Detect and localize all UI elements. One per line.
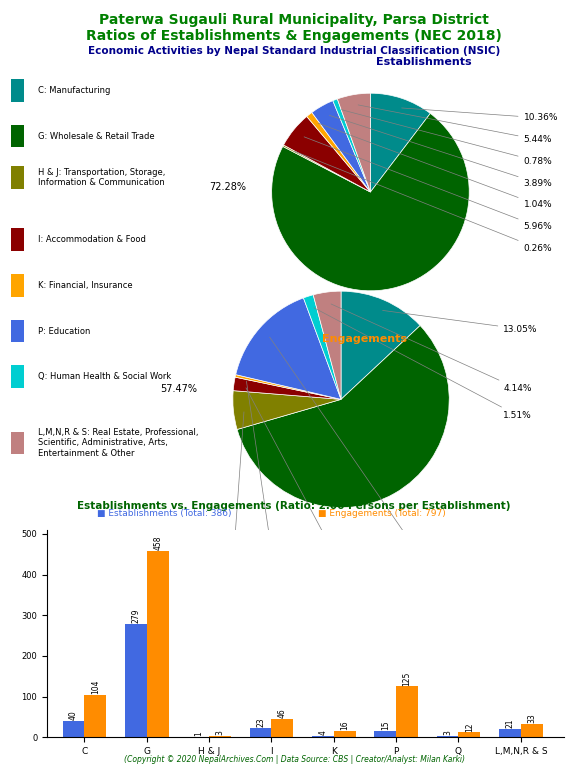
Text: ■ Establishments (Total: 386): ■ Establishments (Total: 386): [98, 509, 232, 518]
Text: 0.38%: 0.38%: [246, 381, 285, 550]
Text: 5.44%: 5.44%: [358, 105, 552, 144]
Text: 3: 3: [443, 730, 452, 735]
Text: 23: 23: [256, 717, 265, 727]
Bar: [521, 724, 543, 737]
Bar: [272, 719, 293, 737]
Bar: [250, 728, 272, 737]
Bar: [11, 319, 25, 343]
Text: ■ Engagements (Total: 797): ■ Engagements (Total: 797): [318, 509, 446, 518]
Bar: [437, 736, 459, 737]
Bar: [396, 687, 418, 737]
Text: L,M,N,R & S: Real Estate, Professional,
Scientific, Administrative, Arts,
Entert: L,M,N,R & S: Real Estate, Professional, …: [38, 428, 199, 458]
Text: 10.36%: 10.36%: [402, 108, 558, 122]
Bar: [63, 721, 85, 737]
Text: 46: 46: [278, 708, 287, 718]
Text: 40: 40: [69, 710, 78, 720]
Wedge shape: [283, 145, 370, 192]
Text: 104: 104: [91, 680, 100, 694]
Bar: [312, 736, 334, 737]
Text: 57.47%: 57.47%: [161, 383, 197, 393]
Text: 13.05%: 13.05%: [383, 310, 538, 333]
Wedge shape: [233, 377, 341, 399]
Bar: [11, 432, 25, 455]
Wedge shape: [307, 112, 370, 192]
Text: 458: 458: [153, 536, 162, 550]
Text: 3: 3: [216, 730, 225, 735]
Bar: [375, 731, 396, 737]
Text: 15: 15: [381, 720, 390, 730]
Text: 0.26%: 0.26%: [295, 151, 552, 253]
Text: 15.68%: 15.68%: [270, 337, 434, 555]
Bar: [11, 124, 25, 147]
Text: Engagements: Engagements: [322, 334, 407, 344]
Text: I: Accommodation & Food: I: Accommodation & Food: [38, 235, 146, 244]
Bar: [11, 274, 25, 296]
Text: G: Wholesale & Retail Trade: G: Wholesale & Retail Trade: [38, 131, 155, 141]
Text: (Copyright © 2020 NepalArchives.Com | Data Source: CBS | Creator/Analyst: Milan : (Copyright © 2020 NepalArchives.Com | Da…: [123, 755, 465, 764]
Wedge shape: [233, 391, 341, 429]
Wedge shape: [341, 291, 420, 399]
Wedge shape: [333, 99, 370, 192]
Text: Establishments: Establishments: [376, 57, 471, 67]
Text: 5.77%: 5.77%: [219, 412, 247, 571]
Text: P: Education: P: Education: [38, 326, 91, 336]
Wedge shape: [235, 375, 341, 399]
Wedge shape: [272, 114, 469, 291]
Wedge shape: [338, 93, 370, 192]
Text: C: Manufacturing: C: Manufacturing: [38, 86, 111, 95]
Bar: [11, 366, 25, 388]
Text: Economic Activities by Nepal Standard Industrial Classification (NSIC): Economic Activities by Nepal Standard In…: [88, 46, 500, 56]
Text: 1: 1: [193, 731, 203, 736]
Text: 1.04%: 1.04%: [318, 123, 552, 210]
Bar: [11, 228, 25, 251]
Text: 3.89%: 3.89%: [329, 115, 552, 187]
Text: Ratios of Establishments & Engagements (NEC 2018): Ratios of Establishments & Engagements (…: [86, 29, 502, 43]
Bar: [334, 731, 356, 737]
Text: Paterwa Sugauli Rural Municipality, Parsa District: Paterwa Sugauli Rural Municipality, Pars…: [99, 13, 489, 27]
Text: 5.96%: 5.96%: [304, 137, 552, 231]
Bar: [147, 551, 169, 737]
Bar: [459, 733, 480, 737]
Wedge shape: [370, 93, 430, 192]
Wedge shape: [283, 117, 370, 192]
Text: 2.01%: 2.01%: [246, 388, 350, 561]
Text: 21: 21: [506, 718, 514, 728]
Text: 1.51%: 1.51%: [314, 308, 532, 420]
Bar: [499, 729, 521, 737]
Text: 16: 16: [340, 720, 349, 730]
Text: 4: 4: [319, 730, 328, 735]
Bar: [85, 695, 106, 737]
Bar: [125, 624, 147, 737]
Text: 33: 33: [527, 713, 536, 723]
Wedge shape: [236, 298, 341, 399]
Bar: [11, 79, 25, 102]
Text: Establishments vs. Engagements (Ratio: 2.06 Persons per Establishment): Establishments vs. Engagements (Ratio: 2…: [77, 501, 511, 511]
Wedge shape: [312, 101, 370, 192]
Text: 125: 125: [403, 671, 412, 686]
Bar: [209, 736, 231, 737]
Text: 4.14%: 4.14%: [331, 304, 532, 393]
Text: 0.78%: 0.78%: [342, 110, 552, 166]
Text: H & J: Transportation, Storage,
Information & Communication: H & J: Transportation, Storage, Informat…: [38, 168, 165, 187]
Wedge shape: [303, 295, 341, 399]
Wedge shape: [313, 291, 341, 399]
Text: Q: Human Health & Social Work: Q: Human Health & Social Work: [38, 372, 171, 381]
Text: 279: 279: [131, 608, 141, 623]
Wedge shape: [237, 326, 449, 508]
Bar: [11, 166, 25, 189]
Text: K: Financial, Insurance: K: Financial, Insurance: [38, 281, 133, 290]
Text: 12: 12: [465, 722, 474, 732]
Text: 72.28%: 72.28%: [209, 182, 246, 192]
